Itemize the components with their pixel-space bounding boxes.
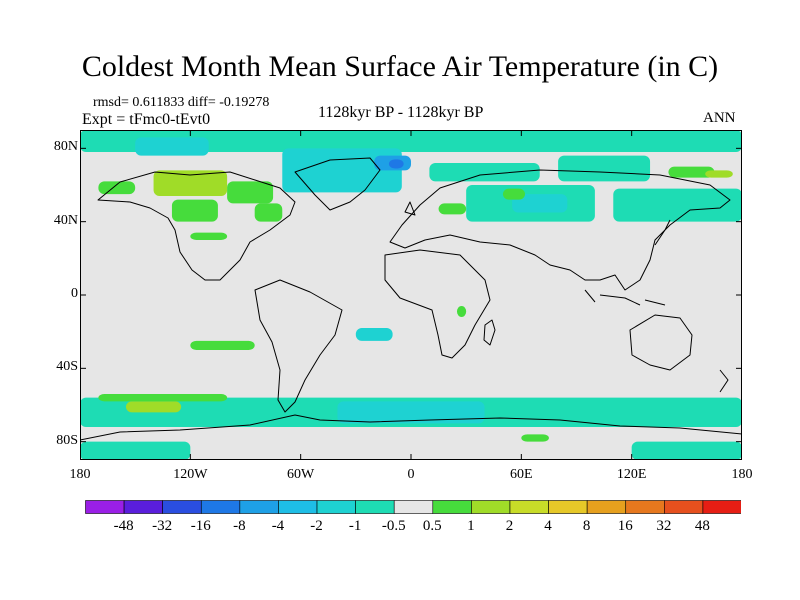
- colorbar-label: -48: [113, 518, 134, 534]
- anomaly-region: [502, 188, 526, 200]
- colorbar-label: 8: [582, 518, 591, 534]
- anomaly-region: [80, 130, 742, 152]
- longitude-label: 180: [731, 467, 753, 482]
- experiment-line: Expt = tFmc0-tEvt0: [82, 111, 211, 128]
- anomaly-region: [171, 199, 218, 222]
- latitude-label: 80N: [53, 139, 78, 155]
- colorbar: [85, 500, 741, 514]
- anomaly-region: [705, 170, 733, 178]
- period-line: 1128kyr BP - 1128kyr BP: [318, 104, 484, 121]
- colorbar-label: -8: [233, 518, 246, 534]
- colorbar-box: [239, 500, 279, 514]
- anomaly-region: [80, 441, 191, 460]
- anomaly-region: [125, 401, 182, 413]
- coastline-south-america: [254, 279, 343, 413]
- anomaly-regions: [80, 130, 742, 460]
- coastline-africa: [384, 249, 491, 359]
- colorbar-label: 48: [694, 518, 710, 534]
- anomaly-region: [254, 203, 283, 222]
- anomaly-region: [631, 441, 742, 460]
- coastline-greenland: [294, 157, 381, 211]
- longitude-label: 180: [69, 467, 91, 482]
- coastline-indonesia: [584, 289, 666, 306]
- longitude-label: 120W: [173, 467, 208, 482]
- anomaly-region: [98, 181, 136, 195]
- anomaly-region: [355, 328, 393, 341]
- colorbar-box: [586, 500, 627, 514]
- colorbar-label: -0.5: [381, 518, 406, 534]
- anomaly-region: [190, 340, 255, 350]
- coastlines: [80, 157, 742, 441]
- anomaly-region: [190, 232, 228, 240]
- latitude-label: 40N: [53, 212, 78, 228]
- coastline-north-america: [97, 171, 296, 281]
- colorbar-label: -1: [348, 518, 362, 534]
- colorbar-label: -16: [190, 518, 211, 534]
- latitude-label: 80S: [56, 432, 78, 448]
- colorbar-label: -2: [310, 518, 323, 534]
- colorbar-box: [162, 500, 202, 514]
- statistics-line: rmsd= 0.611833 diff= -0.19278: [93, 95, 270, 110]
- colorbar-label: 32: [656, 518, 672, 534]
- colorbar-label: 2: [505, 518, 514, 534]
- anomaly-region: [521, 434, 549, 442]
- colorbar-box: [355, 500, 395, 514]
- colorbar-label: 4: [544, 518, 552, 534]
- colorbar-label: -4: [271, 518, 285, 534]
- anomaly-region: [456, 306, 467, 317]
- anomaly-region: [135, 137, 209, 156]
- colorbar-box: [471, 500, 511, 514]
- latitude-label: 0: [71, 286, 78, 301]
- longitude-label: 0: [407, 467, 415, 482]
- coastline-new-zealand: [719, 369, 729, 393]
- season-label: ANN: [703, 110, 736, 126]
- anomaly-region: [337, 401, 485, 424]
- coastline-japan: [654, 219, 671, 246]
- longitude-label: 120E: [616, 467, 647, 482]
- anomaly-region: [98, 394, 228, 402]
- colorbar-box: [316, 500, 356, 514]
- coastline-eurasia: [389, 169, 731, 291]
- colorbar-box: [85, 500, 125, 514]
- colorbar-box: [548, 500, 588, 514]
- anomaly-region: [429, 163, 540, 182]
- anomaly-region: [558, 155, 651, 182]
- colorbar-box: [625, 500, 665, 514]
- anomaly-region: [227, 181, 274, 204]
- longitude-label: 60E: [510, 467, 533, 482]
- latitude-label: 40S: [56, 359, 78, 375]
- colorbar-box: [509, 500, 549, 514]
- colorbar-label: 0.5: [422, 518, 442, 534]
- colorbar-box: [123, 500, 163, 514]
- longitude-label: 60W: [287, 467, 315, 482]
- colorbar-box: [278, 500, 318, 514]
- colorbar-box: [664, 500, 704, 514]
- colorbar-box: [432, 500, 472, 514]
- anomaly-region: [388, 159, 404, 169]
- coastline-madagascar: [483, 319, 496, 346]
- colorbar-box: [200, 500, 241, 514]
- anomaly-region: [153, 170, 228, 196]
- coastline-australia: [629, 314, 693, 371]
- colorbar-box: [393, 500, 434, 514]
- anomaly-region: [438, 203, 467, 215]
- colorbar-label: 1: [467, 518, 475, 534]
- colorbar-box: [702, 500, 741, 514]
- anomaly-region: [512, 194, 568, 213]
- coastline-antarctica: [80, 414, 742, 441]
- colorbar-label: 16: [617, 518, 633, 534]
- anomaly-region: [613, 188, 742, 222]
- anomaly-region: [668, 166, 715, 178]
- world-map: [80, 130, 742, 460]
- map-title: Coldest Month Mean Surface Air Temperatu…: [81, 50, 719, 83]
- map-tickmarks: [80, 130, 742, 460]
- colorbar-label: -32: [152, 518, 173, 534]
- coastline-uk: [404, 201, 416, 216]
